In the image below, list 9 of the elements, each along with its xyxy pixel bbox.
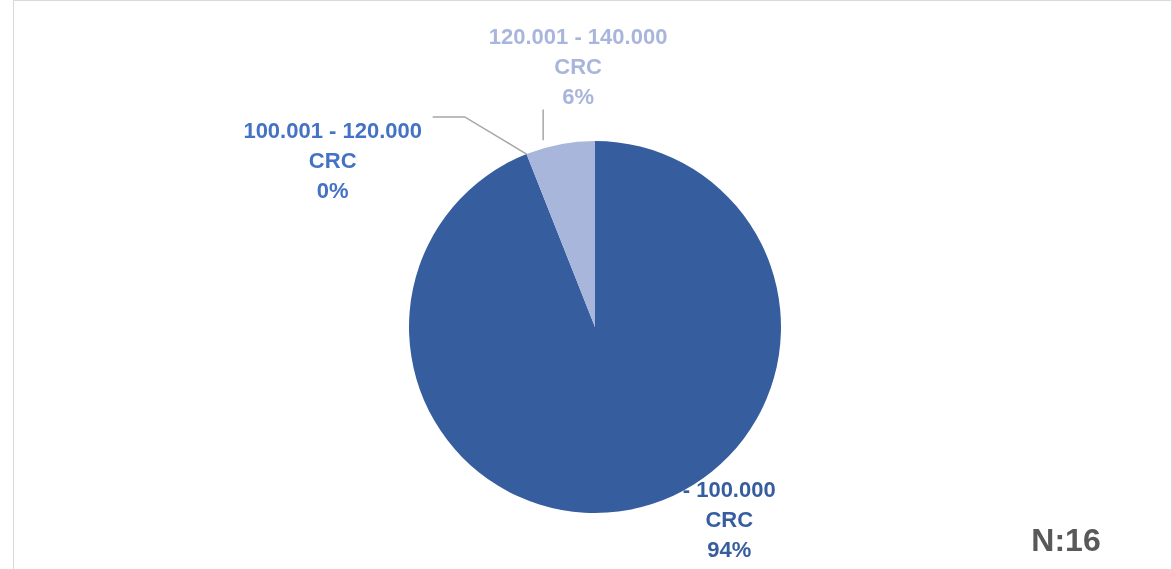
slice-label: 120.001 - 140.000 CRC [488, 23, 668, 79]
legend-label: 100.001 - 120.000 CRC [243, 117, 423, 173]
text: N:16 [1031, 522, 1101, 558]
slice-label: - 100.000 CRC [682, 476, 776, 532]
pie-slice [526, 141, 595, 327]
data-label: 94% [707, 536, 752, 562]
text: 0% [316, 177, 349, 203]
data-label: 6% [562, 83, 594, 109]
pie-slice [409, 141, 781, 513]
